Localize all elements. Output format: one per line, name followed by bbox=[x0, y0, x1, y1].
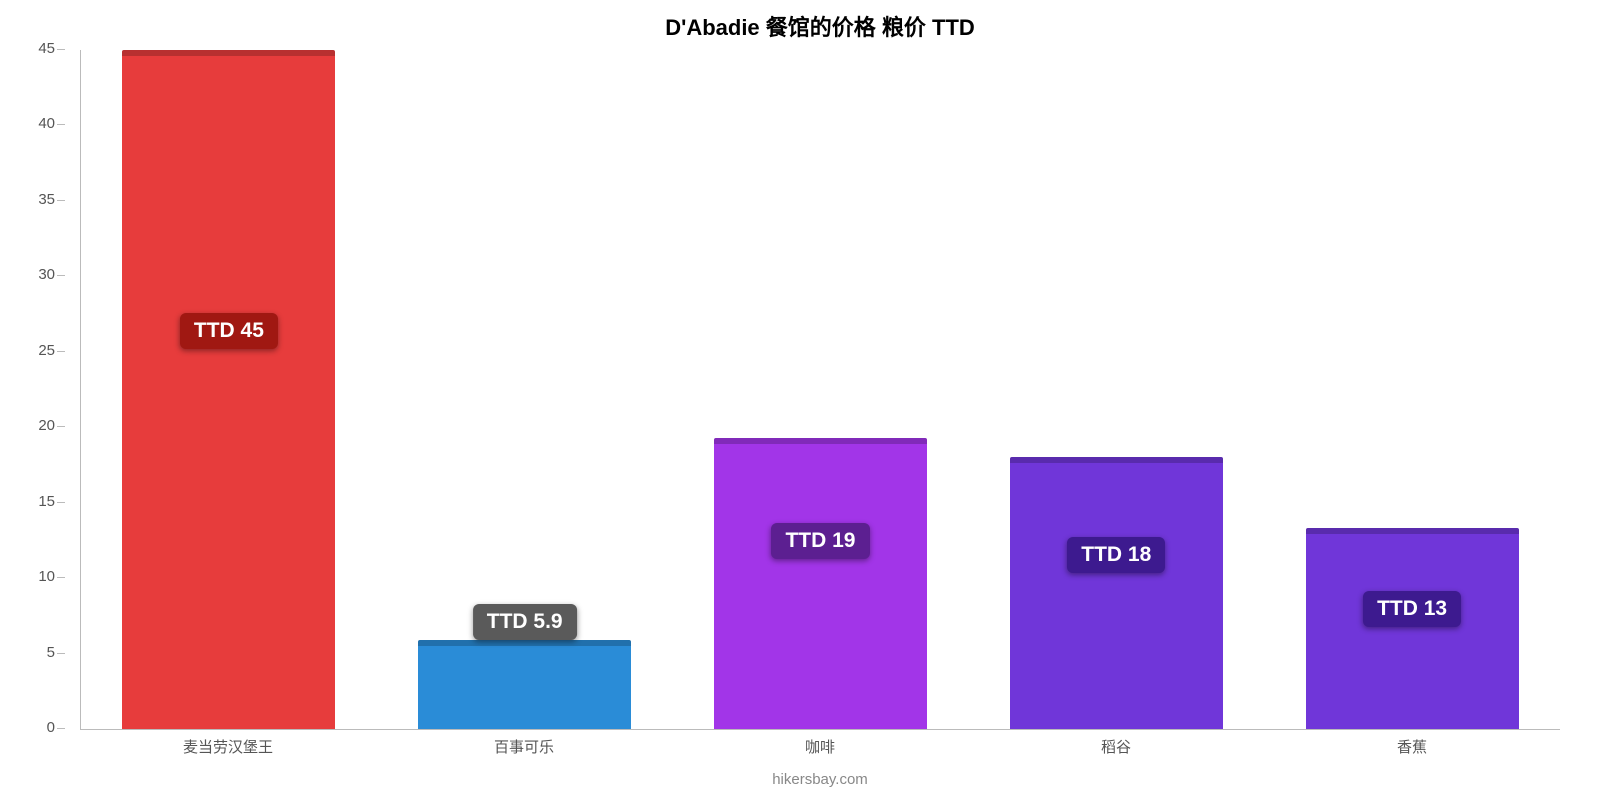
bar-slot: TTD 45 bbox=[81, 50, 377, 729]
y-tick-mark bbox=[57, 653, 65, 654]
y-tick-label: 20 bbox=[38, 417, 55, 434]
bar bbox=[1306, 528, 1519, 729]
y-tick-mark bbox=[57, 502, 65, 503]
bar-slot: TTD 5.9 bbox=[377, 50, 673, 729]
y-tick-label: 0 bbox=[47, 719, 55, 736]
y-tick-label: 10 bbox=[38, 568, 55, 585]
bar-top-shade bbox=[418, 640, 631, 646]
y-tick-mark bbox=[57, 275, 65, 276]
bar-slot: TTD 13 bbox=[1264, 50, 1560, 729]
y-tick-label: 30 bbox=[38, 266, 55, 283]
x-axis-label: 稻谷 bbox=[968, 736, 1264, 757]
bar-top-shade bbox=[1010, 457, 1223, 463]
bar-value-label: TTD 5.9 bbox=[473, 604, 577, 640]
chart-title: D'Abadie 餐馆的价格 粮价 TTD bbox=[80, 10, 1560, 42]
y-tick-mark bbox=[57, 200, 65, 201]
bar-slot: TTD 18 bbox=[968, 50, 1264, 729]
x-axis-label: 咖啡 bbox=[672, 736, 968, 757]
y-tick-mark bbox=[57, 728, 65, 729]
bars-container: TTD 45 TTD 5.9 TTD 19 TTD 18 TTD 13 bbox=[81, 50, 1560, 729]
attribution-text: hikersbay.com bbox=[80, 771, 1560, 788]
bar-top-shade bbox=[714, 438, 927, 444]
y-tick-label: 35 bbox=[38, 191, 55, 208]
y-tick-label: 15 bbox=[38, 493, 55, 510]
bar bbox=[1010, 457, 1223, 729]
bar-top-shade bbox=[122, 50, 335, 56]
x-axis-labels: 麦当劳汉堡王百事可乐咖啡稻谷香蕉 bbox=[80, 736, 1560, 757]
bar bbox=[122, 50, 335, 729]
y-tick-label: 25 bbox=[38, 342, 55, 359]
y-tick-label: 40 bbox=[38, 115, 55, 132]
bar-value-label: TTD 13 bbox=[1363, 591, 1461, 627]
bar bbox=[714, 438, 927, 729]
bar bbox=[418, 640, 631, 729]
x-axis-label: 麦当劳汉堡王 bbox=[80, 736, 376, 757]
price-bar-chart: D'Abadie 餐馆的价格 粮价 TTD TTD 45 TTD 5.9 TTD 1… bbox=[0, 0, 1600, 800]
y-tick-label: 5 bbox=[47, 644, 55, 661]
x-axis-label: 百事可乐 bbox=[376, 736, 672, 757]
plot-area: TTD 45TTD 5.9TTD 19TTD 18TTD 13 05101520… bbox=[80, 50, 1560, 730]
y-tick-mark bbox=[57, 124, 65, 125]
bar-value-label: TTD 45 bbox=[180, 313, 278, 349]
y-tick-mark bbox=[57, 426, 65, 427]
bar-value-label: TTD 19 bbox=[771, 523, 869, 559]
bar-slot: TTD 19 bbox=[673, 50, 969, 729]
y-tick-label: 45 bbox=[38, 40, 55, 57]
bar-value-label: TTD 18 bbox=[1067, 537, 1165, 573]
y-tick-mark bbox=[57, 351, 65, 352]
x-axis-label: 香蕉 bbox=[1264, 736, 1560, 757]
y-tick-mark bbox=[57, 577, 65, 578]
y-tick-mark bbox=[57, 49, 65, 50]
bar-top-shade bbox=[1306, 528, 1519, 534]
